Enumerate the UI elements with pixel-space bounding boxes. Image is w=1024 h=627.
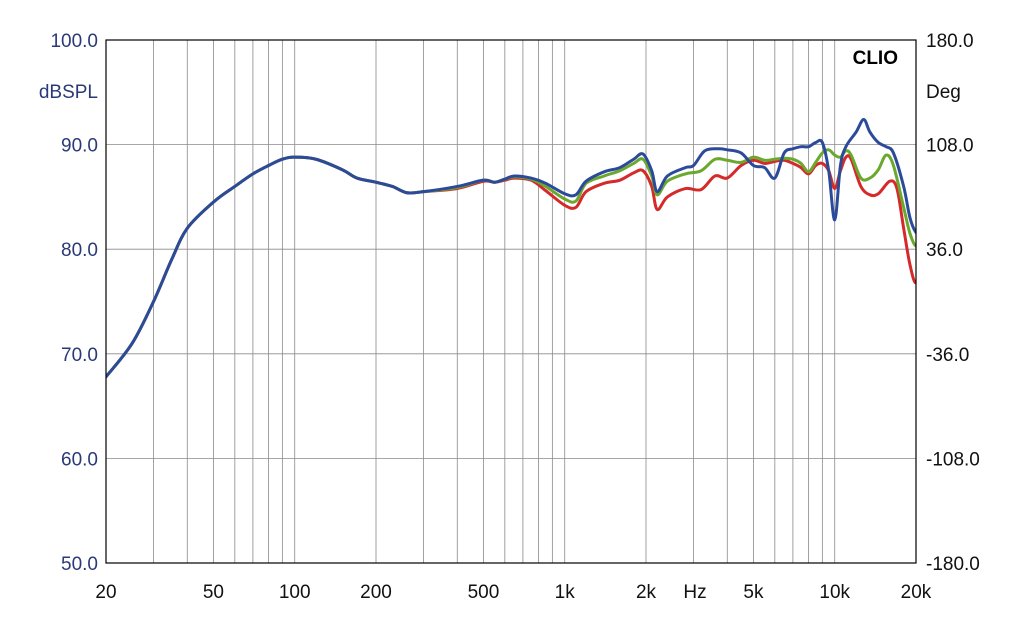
- plot-frame: [105, 39, 917, 564]
- series-line-3: [106, 118, 916, 379]
- x-axis-tick-labels: 20 50 100 200 500 1k 2k 5k 10k 20k: [95, 582, 931, 603]
- x-axis-tick-label: 50: [203, 582, 224, 603]
- right-axis-unit: Deg: [926, 82, 961, 103]
- x-axis-tick-label: 2k: [636, 582, 657, 603]
- left-axis-tick-label: 60.0: [61, 449, 98, 470]
- x-axis-tick-label: 20k: [901, 582, 932, 603]
- left-axis-tick-label: 90.0: [61, 136, 98, 157]
- left-axis-tick-label: 50.0: [61, 554, 98, 575]
- x-axis-tick-label: 20: [95, 582, 116, 603]
- clio-brand-label: CLIO: [853, 48, 898, 69]
- right-axis-tick-label: 36.0: [926, 240, 963, 261]
- x-axis-unit: Hz: [683, 582, 706, 603]
- right-axis-tick-label: -36.0: [926, 345, 969, 366]
- vertical-gridlines: [153, 40, 836, 563]
- left-axis-tick-label: 70.0: [61, 345, 98, 366]
- left-axis-tick-label: 100.0: [50, 31, 98, 52]
- series-layer: [106, 118, 916, 379]
- right-axis-tick-label: 108.0: [926, 136, 974, 157]
- x-axis-tick-label: 1k: [555, 582, 576, 603]
- x-axis-tick-label: 500: [468, 582, 500, 603]
- left-axis-unit: dBSPL: [39, 82, 98, 103]
- x-axis-tick-label: 5k: [743, 582, 764, 603]
- horizontal-gridlines: [106, 144, 916, 459]
- right-axis-tick-labels: 180.0 108.0 36.0 -36.0 -108.0 -180.0: [926, 31, 980, 575]
- right-axis-tick-label: -180.0: [926, 554, 980, 575]
- right-axis-tick-label: -108.0: [926, 449, 980, 470]
- right-axis-tick-label: 180.0: [926, 31, 974, 52]
- x-axis-tick-label: 100: [279, 582, 311, 603]
- x-axis-tick-label: 10k: [819, 582, 850, 603]
- left-axis-tick-label: 80.0: [61, 240, 98, 261]
- plot-background: [106, 40, 916, 563]
- x-axis-tick-label: 200: [360, 582, 392, 603]
- left-axis-tick-labels: 100.0 90.0 80.0 70.0 60.0 50.0: [50, 31, 98, 575]
